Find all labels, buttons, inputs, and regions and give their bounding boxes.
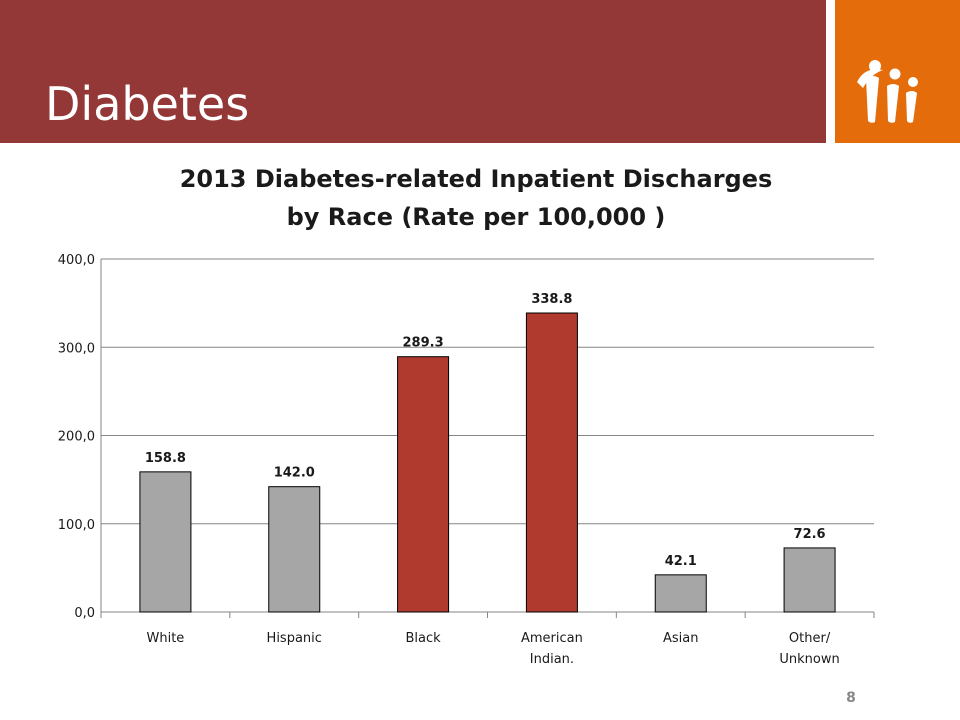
slide-title: Diabetes <box>45 77 250 131</box>
header-band <box>0 0 826 143</box>
data-label: 158.8 <box>145 451 186 466</box>
slide-number: 8 <box>846 690 856 706</box>
x-tick-label: Hispanic <box>267 631 322 646</box>
y-tick-label: 300,0 <box>58 341 95 356</box>
y-tick-label: 100,0 <box>58 518 95 533</box>
chart-title-line-2: by Race (Rate per 100,000 ) <box>286 203 666 231</box>
y-tick-label: 200,0 <box>58 430 95 445</box>
data-label: 142.0 <box>274 466 315 481</box>
bar <box>525 312 578 613</box>
chart-title: 2013 Diabetes-related Inpatient Discharg… <box>100 160 852 236</box>
chart-title-line-1: 2013 Diabetes-related Inpatient Discharg… <box>179 165 773 193</box>
x-tick-label: Unknown <box>779 652 839 667</box>
x-tick-label: White <box>147 631 185 646</box>
bar <box>397 356 450 613</box>
bar <box>268 486 321 613</box>
logo-box <box>835 0 960 143</box>
data-label: 72.6 <box>794 527 826 542</box>
bar <box>139 471 192 613</box>
data-label: 338.8 <box>531 292 572 307</box>
x-tick-label: Asian <box>663 631 698 646</box>
data-label: 289.3 <box>403 336 444 351</box>
y-tick-label: 400,0 <box>58 253 95 268</box>
x-tick-label: Other/ <box>789 631 831 646</box>
x-tick-label: Black <box>405 631 441 646</box>
organization-logo-icon <box>857 60 918 123</box>
data-label: 42.1 <box>665 554 697 569</box>
x-tick-label: Indian. <box>530 652 574 667</box>
x-tick-label: American <box>521 631 583 646</box>
y-tick-label: 0,0 <box>74 606 95 621</box>
bar <box>783 547 836 613</box>
bar <box>654 574 707 613</box>
